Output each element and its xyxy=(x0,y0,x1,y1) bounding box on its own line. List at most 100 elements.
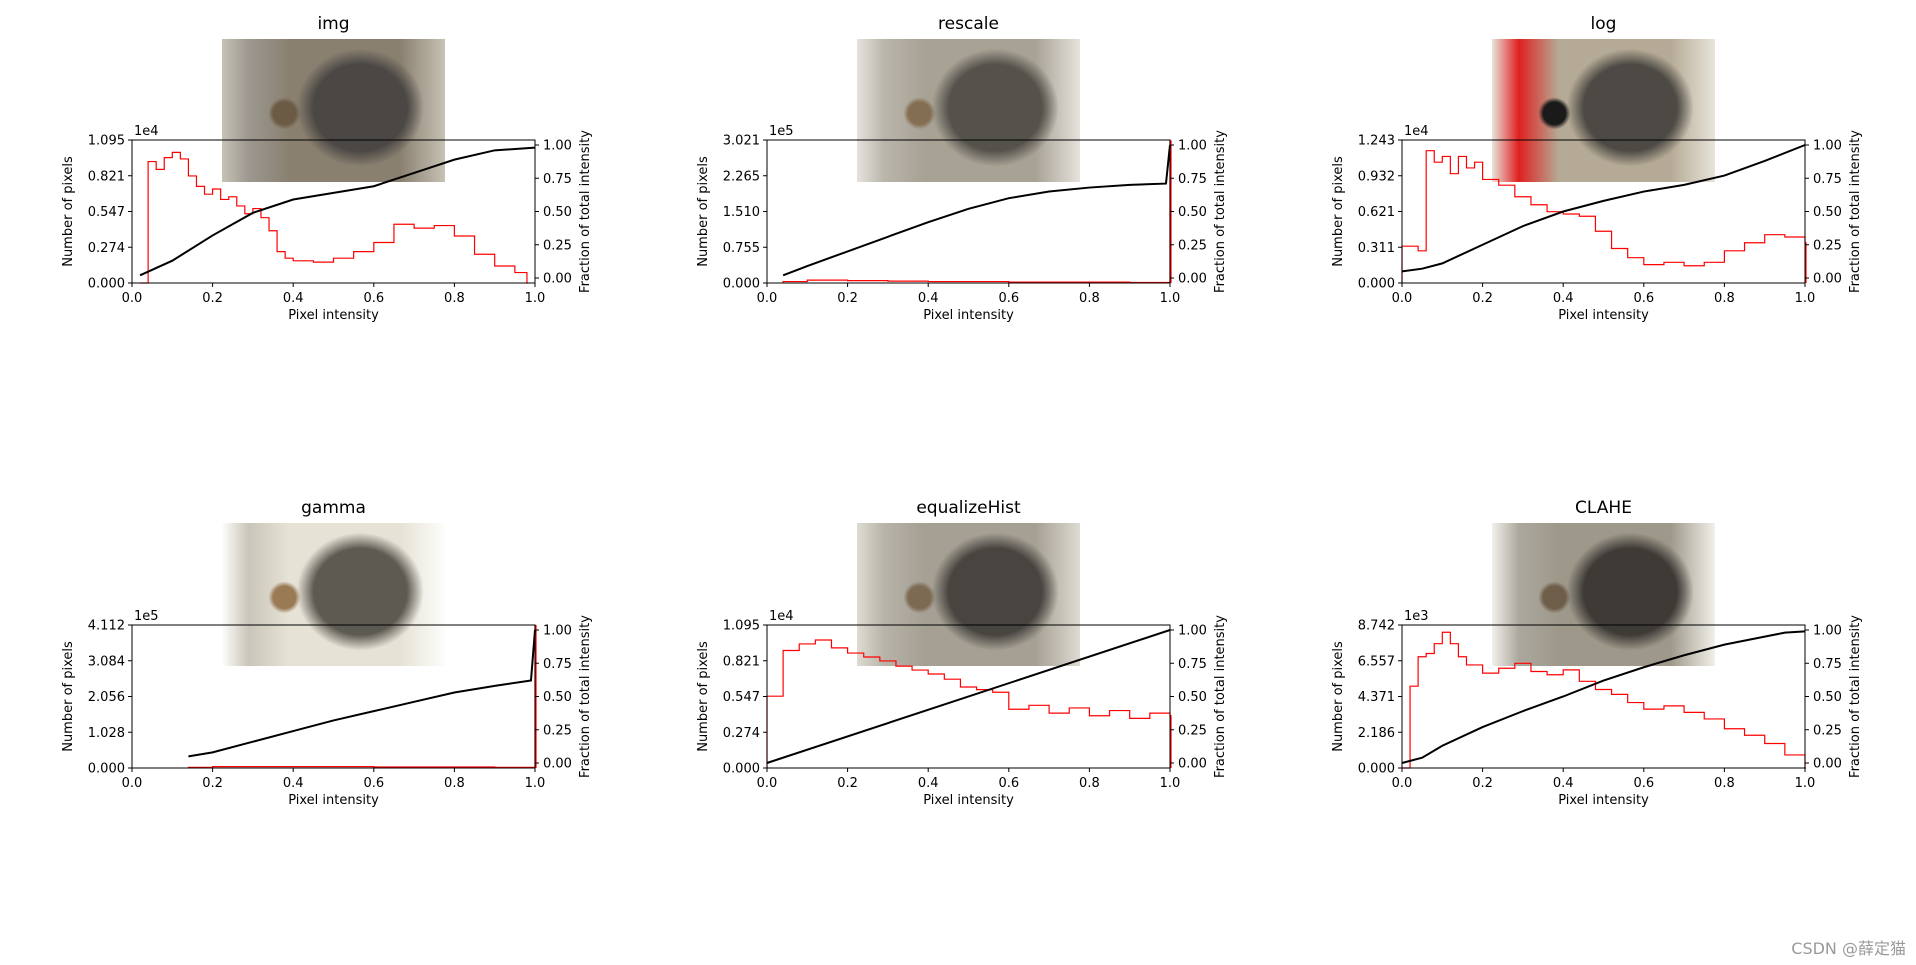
y2-tick-label-log-4: 1.00 xyxy=(1813,139,1842,154)
x-tick-label-gamma-1: 0.2 xyxy=(202,776,223,791)
y2-tick-label-img-4: 1.00 xyxy=(543,139,572,154)
y2-tick-label-rescale-4: 1.00 xyxy=(1178,139,1207,154)
y2-tick-label-log-2: 0.50 xyxy=(1813,205,1842,220)
panel-title-gamma: gamma xyxy=(301,498,366,518)
y2-tick-label-rescale-2: 0.50 xyxy=(1178,205,1207,220)
y-exponent-rescale: 1e5 xyxy=(769,124,794,139)
y-tick-label-log-1: 0.311 xyxy=(1358,241,1395,256)
y-tick-label-equalizehist-0: 0.000 xyxy=(723,762,760,777)
y-tick-label-clahe-3: 6.557 xyxy=(1358,654,1395,669)
x-tick-label-log-2: 0.4 xyxy=(1553,291,1574,306)
x-tick-label-clahe-0: 0.0 xyxy=(1392,776,1413,791)
x-tick-label-log-0: 0.0 xyxy=(1392,291,1413,306)
y-tick-label-img-0: 0.000 xyxy=(88,277,125,292)
y2-axis-label-log: Fraction of total intensity xyxy=(1848,130,1863,293)
y-tick-label-rescale-4: 3.021 xyxy=(723,134,760,149)
axes-frame-gamma xyxy=(131,624,536,769)
x-tick-label-gamma-0: 0.0 xyxy=(122,776,143,791)
x-axis-label-clahe: Pixel intensity xyxy=(1558,793,1649,808)
cdf-line-equalizehist xyxy=(766,629,1171,764)
y-tick-label-rescale-1: 0.755 xyxy=(723,241,760,256)
x-tick-label-clahe-2: 0.4 xyxy=(1553,776,1574,791)
y2-tick-label-clahe-2: 0.50 xyxy=(1813,690,1842,705)
x-tick-label-log-3: 0.6 xyxy=(1633,291,1654,306)
y-tick-label-img-2: 0.547 xyxy=(88,205,125,220)
y-axis-label-log: Number of pixels xyxy=(1331,156,1346,267)
photo-log xyxy=(1492,39,1715,182)
y2-tick-label-log-1: 0.25 xyxy=(1813,238,1842,253)
y2-tick-label-equalizehist-4: 1.00 xyxy=(1178,624,1207,639)
y2-tick-label-gamma-1: 0.25 xyxy=(543,723,572,738)
cdf-line-gamma xyxy=(188,629,536,758)
y2-tick-label-equalizehist-0: 0.00 xyxy=(1178,757,1207,772)
y2-axis-label-clahe: Fraction of total intensity xyxy=(1848,615,1863,778)
y-tick-label-gamma-0: 0.000 xyxy=(88,762,125,777)
x-tick-label-img-4: 0.8 xyxy=(444,291,465,306)
x-tick-label-clahe-1: 0.2 xyxy=(1472,776,1493,791)
x-tick-label-img-2: 0.4 xyxy=(283,291,304,306)
x-tick-label-gamma-5: 1.0 xyxy=(525,776,546,791)
x-tick-label-rescale-0: 0.0 xyxy=(757,291,778,306)
panel-title-img: img xyxy=(317,14,350,34)
x-tick-label-rescale-1: 0.2 xyxy=(837,291,858,306)
y2-tick-label-gamma-2: 0.50 xyxy=(543,690,572,705)
x-tick-label-gamma-4: 0.8 xyxy=(444,776,465,791)
x-tick-label-equalizehist-5: 1.0 xyxy=(1160,776,1181,791)
y2-axis-label-img: Fraction of total intensity xyxy=(578,130,593,293)
y-tick-label-log-3: 0.932 xyxy=(1358,169,1395,184)
y-tick-label-rescale-3: 2.265 xyxy=(723,169,760,184)
x-tick-label-equalizehist-3: 0.6 xyxy=(998,776,1019,791)
panel-title-equalizehist: equalizeHist xyxy=(916,498,1021,518)
x-tick-label-equalizehist-2: 0.4 xyxy=(918,776,939,791)
y-tick-label-equalizehist-1: 0.274 xyxy=(723,726,760,741)
x-axis-label-log: Pixel intensity xyxy=(1558,308,1649,323)
y-tick-label-log-4: 1.243 xyxy=(1358,134,1395,149)
y-exponent-log: 1e4 xyxy=(1404,124,1429,139)
x-tick-label-gamma-2: 0.4 xyxy=(283,776,304,791)
y-tick-label-equalizehist-3: 0.821 xyxy=(723,654,760,669)
y-tick-label-rescale-2: 1.510 xyxy=(723,205,760,220)
x-tick-label-img-0: 0.0 xyxy=(122,291,143,306)
y-tick-label-img-4: 1.095 xyxy=(88,134,125,149)
y2-tick-label-equalizehist-3: 0.75 xyxy=(1178,657,1207,672)
y2-axis-label-gamma: Fraction of total intensity xyxy=(578,615,593,778)
x-axis-label-gamma: Pixel intensity xyxy=(288,793,379,808)
y2-tick-label-rescale-0: 0.00 xyxy=(1178,272,1207,287)
watermark: CSDN @薛定猫 xyxy=(1791,939,1906,958)
y-tick-label-log-0: 0.000 xyxy=(1358,277,1395,292)
y2-tick-label-gamma-3: 0.75 xyxy=(543,657,572,672)
y-tick-label-equalizehist-4: 1.095 xyxy=(723,619,760,634)
x-tick-label-rescale-5: 1.0 xyxy=(1160,291,1181,306)
cdf-line-rescale xyxy=(782,144,1171,277)
hist-line-img xyxy=(140,151,528,284)
y2-tick-label-rescale-3: 0.75 xyxy=(1178,172,1207,187)
y-tick-label-gamma-3: 3.084 xyxy=(88,654,125,669)
y2-tick-label-img-2: 0.50 xyxy=(543,205,572,220)
y2-axis-label-equalizehist: Fraction of total intensity xyxy=(1213,615,1228,778)
photo-equalizehist xyxy=(857,523,1080,666)
photo-gamma xyxy=(222,523,445,666)
axes-frame-clahe xyxy=(1401,624,1806,769)
x-tick-label-clahe-5: 1.0 xyxy=(1795,776,1816,791)
x-tick-label-log-1: 0.2 xyxy=(1472,291,1493,306)
y-axis-label-equalizehist: Number of pixels xyxy=(696,641,711,752)
y2-tick-label-log-0: 0.00 xyxy=(1813,272,1842,287)
y2-tick-label-equalizehist-1: 0.25 xyxy=(1178,723,1207,738)
y-tick-label-img-3: 0.821 xyxy=(88,169,125,184)
axes-frame-rescale xyxy=(766,139,1171,284)
x-tick-label-log-4: 0.8 xyxy=(1714,291,1735,306)
x-tick-label-equalizehist-0: 0.0 xyxy=(757,776,778,791)
x-axis-label-rescale: Pixel intensity xyxy=(923,308,1014,323)
y-tick-label-img-1: 0.274 xyxy=(88,241,125,256)
y-exponent-img: 1e4 xyxy=(134,124,159,139)
x-tick-label-img-5: 1.0 xyxy=(525,291,546,306)
y-axis-label-gamma: Number of pixels xyxy=(61,641,76,752)
y2-tick-label-img-3: 0.75 xyxy=(543,172,572,187)
y2-axis-label-rescale: Fraction of total intensity xyxy=(1213,130,1228,293)
y-exponent-equalizehist: 1e4 xyxy=(769,609,794,624)
x-tick-label-rescale-3: 0.6 xyxy=(998,291,1019,306)
hist-line-log xyxy=(1401,150,1807,283)
y-tick-label-equalizehist-2: 0.547 xyxy=(723,690,760,705)
photo-img xyxy=(222,39,445,182)
